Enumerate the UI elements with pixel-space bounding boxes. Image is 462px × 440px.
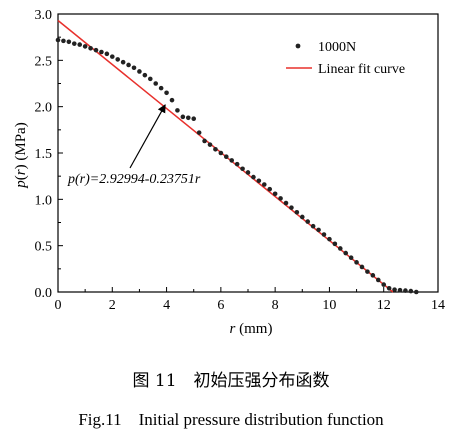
data-point [196,130,202,135]
data-point [359,264,365,270]
y-axis-title: p(r) (MPa) [13,122,29,188]
y-tick-label: 2.0 [35,101,53,116]
x-tick-label: 8 [272,298,279,313]
y-tick-label: 3.0 [35,8,53,23]
data-point [55,37,61,43]
y-tick-label: 0.0 [35,286,53,301]
x-axis-ticks: 0 2 4 6 8 10 12 14 [55,287,445,313]
data-point [82,44,88,49]
data-point [375,277,381,283]
data-point [142,72,148,78]
x-tick-label: 12 [377,298,391,313]
y-tick-label: 2.5 [35,54,53,69]
caption-chinese: 图 11 初始压强分布函数 [132,371,329,391]
x-tick-label: 0 [55,298,62,313]
data-point [403,288,408,293]
data-point [397,287,403,293]
data-point [316,227,321,233]
data-point [104,51,110,57]
data-point [386,285,392,291]
data-point [99,49,104,55]
data-point [61,38,66,44]
data-point [272,191,278,197]
data-point [305,219,311,224]
data-point [191,116,197,122]
data-point [169,97,175,103]
data-point [256,178,262,184]
data-point [310,223,316,229]
data-point [223,154,229,160]
data-point [337,246,343,251]
data-point [240,166,245,172]
data-point [88,45,93,51]
data-point [109,54,115,59]
data-point [321,232,327,237]
data-point [131,65,137,71]
x-tick-label: 10 [322,298,336,313]
y-tick-label: 0.5 [35,240,53,255]
data-point [354,260,359,265]
data-point [213,146,218,152]
data-point [153,81,159,86]
data-point [234,161,240,167]
data-point [251,174,256,180]
legend-label-1000N: 1000N [318,40,356,55]
x-tick-label: 6 [217,298,224,313]
data-point [164,90,169,96]
annotation-arrow [129,104,166,169]
data-point [278,196,283,201]
data-point [147,76,153,82]
legend-marker-1000N [295,43,301,49]
data-point [115,57,121,62]
data-point [370,273,376,278]
data-point [93,47,99,53]
caption-english: Fig.11 Initial pressure distribution fun… [78,410,384,429]
data-point [413,289,419,295]
data-point [137,69,142,74]
y-tick-label: 1.0 [35,193,53,208]
fit-equation-annotation: p(r)=2.92994-0.23751r [67,172,201,187]
scatter-series-1000N [55,37,419,295]
legend-label-linear-fit: Linear fit curve [318,62,405,77]
data-point [392,287,397,292]
data-point [158,85,164,91]
x-tick-label: 14 [431,298,445,313]
x-tick-label: 2 [109,298,116,313]
data-point [289,205,294,210]
data-point [381,282,387,287]
data-point [126,62,131,68]
data-point [299,214,305,220]
x-axis-title: r (mm) [230,321,273,337]
data-point [185,115,191,121]
data-point [343,250,349,256]
data-point [267,186,273,192]
plot-frame [57,13,439,293]
data-point [175,108,180,113]
x-tick-label: 4 [163,298,170,313]
data-point [207,142,213,147]
data-point [202,138,207,144]
data-point [365,269,370,274]
data-point [71,41,77,46]
data-point [245,170,251,175]
legend: 1000N Linear fit curve [286,40,405,77]
y-tick-label: 1.5 [35,147,53,162]
data-point [229,158,235,163]
y-axis-ticks: 0.0 0.5 1.0 1.5 2.0 2.5 3.0 [35,8,63,301]
data-point [180,114,186,120]
data-point [120,59,126,65]
plot-area [57,13,439,293]
data-point [348,255,354,261]
data-point [261,182,267,187]
data-point [408,288,414,294]
data-point [283,200,289,206]
data-point [66,39,72,45]
data-point [77,42,83,47]
data-point [332,241,338,247]
data-point [218,150,224,156]
data-point [327,236,332,242]
data-point [294,210,300,215]
